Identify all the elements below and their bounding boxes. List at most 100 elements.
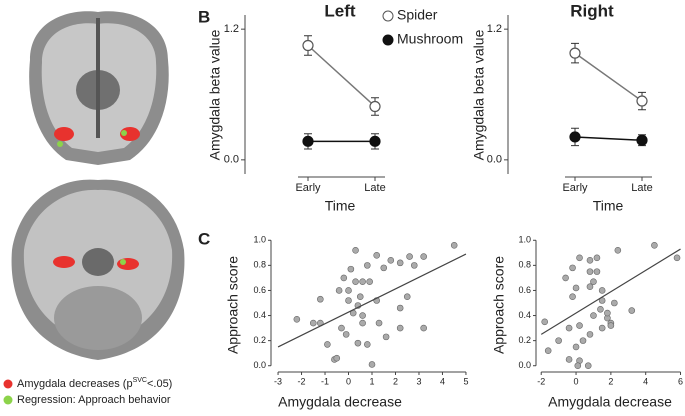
data-point: [364, 262, 371, 269]
data-point: [345, 287, 352, 294]
data-point: [309, 319, 317, 327]
data-point: [375, 319, 383, 327]
data-point: [593, 268, 601, 275]
data-point: [565, 324, 573, 332]
data-point: [396, 259, 404, 267]
data-point: [611, 299, 618, 307]
legend-marker: [382, 34, 394, 46]
data-point: [359, 278, 366, 285]
y-tick-label: 0.0: [224, 154, 239, 166]
data-point: [569, 264, 576, 272]
y-tick-label: 0.4: [518, 310, 531, 320]
x-tick-label: -1: [321, 376, 329, 386]
y-tick-label: 1.0: [253, 235, 266, 245]
data-point: [369, 100, 381, 113]
data-point: [420, 324, 427, 332]
data-point: [324, 341, 331, 348]
data-point: [544, 347, 552, 354]
data-point: [364, 341, 371, 348]
data-point: [673, 254, 681, 262]
data-point: [293, 316, 301, 323]
data-point: [586, 257, 594, 264]
legend-marker: [382, 10, 394, 22]
data-point: [352, 247, 359, 254]
x-tick-label: 5: [463, 376, 468, 386]
data-point: [590, 312, 597, 319]
x-tick-label: 2: [608, 376, 613, 386]
y-tick-label: 1.0: [518, 235, 531, 245]
data-point: [382, 333, 390, 341]
legend-swatch: [3, 379, 13, 389]
data-point: [317, 295, 324, 303]
y-tick-label: 0.6: [518, 285, 531, 295]
x-tick-label: Late: [631, 182, 652, 194]
x-tick-label: -2: [537, 376, 545, 386]
y-axis-label: Approach score: [225, 256, 241, 354]
data-point: [347, 265, 355, 273]
data-point: [565, 356, 573, 363]
brain-axial: [11, 179, 185, 360]
x-tick-label: 4: [440, 376, 445, 386]
x-tick-label: -3: [274, 376, 282, 386]
data-point: [576, 322, 583, 329]
data-point: [562, 274, 569, 282]
data-point: [345, 297, 352, 304]
data-point: [586, 268, 594, 275]
data-point: [604, 309, 611, 317]
series-line: [574, 136, 643, 141]
x-tick-label: Late: [364, 182, 385, 194]
x-tick-label: 6: [678, 376, 683, 386]
legend-text: <.05): [147, 378, 172, 390]
data-point: [368, 361, 376, 368]
series-line: [307, 44, 376, 108]
data-point: [541, 318, 549, 326]
y-axis-label: Amygdala beta value: [471, 29, 487, 160]
data-point: [576, 254, 583, 262]
x-tick-label: 3: [416, 376, 421, 386]
data-point: [628, 307, 636, 314]
data-point: [366, 278, 373, 285]
y-tick-label: 0.2: [253, 335, 266, 345]
data-point: [572, 343, 580, 351]
data-point: [396, 304, 404, 312]
legend-label: Mushroom: [397, 31, 463, 47]
data-point: [369, 135, 381, 147]
y-axis-label: Approach score: [491, 256, 507, 354]
data-point: [584, 362, 592, 370]
data-point: [590, 278, 597, 285]
data-point: [450, 241, 458, 249]
panel-label: C: [198, 229, 210, 248]
legend-swatch: [3, 395, 13, 405]
data-point: [593, 254, 601, 262]
data-point: [651, 241, 658, 249]
y-tick-label: 1.2: [487, 23, 502, 35]
data-point: [373, 252, 380, 259]
x-tick-label: Early: [562, 182, 588, 194]
y-axis-label: Amygdala beta value: [207, 29, 223, 160]
data-point: [359, 312, 366, 319]
data-point: [380, 264, 388, 272]
y-tick-label: 0.6: [253, 285, 266, 295]
data-point: [598, 287, 606, 294]
data-point: [354, 339, 362, 347]
x-tick-label: 4: [643, 376, 648, 386]
x-tick-label: Early: [295, 182, 321, 194]
legend-label: Regression: Approach behavior: [17, 394, 171, 406]
data-point: [342, 331, 350, 338]
data-point: [574, 362, 582, 370]
data-point: [569, 47, 581, 59]
data-point: [387, 257, 395, 264]
legend-sup: SVC: [133, 377, 147, 384]
data-point: [572, 284, 580, 292]
x-axis-label: Time: [325, 198, 356, 214]
data-point: [607, 322, 615, 329]
chart-title: Right: [570, 1, 614, 20]
y-tick-label: 0.8: [253, 260, 266, 270]
data-point: [597, 305, 604, 313]
data-point: [340, 274, 348, 282]
data-point: [420, 253, 427, 260]
data-point: [333, 354, 341, 362]
fit-line: [540, 248, 681, 335]
x-tick-label: -2: [298, 376, 306, 386]
